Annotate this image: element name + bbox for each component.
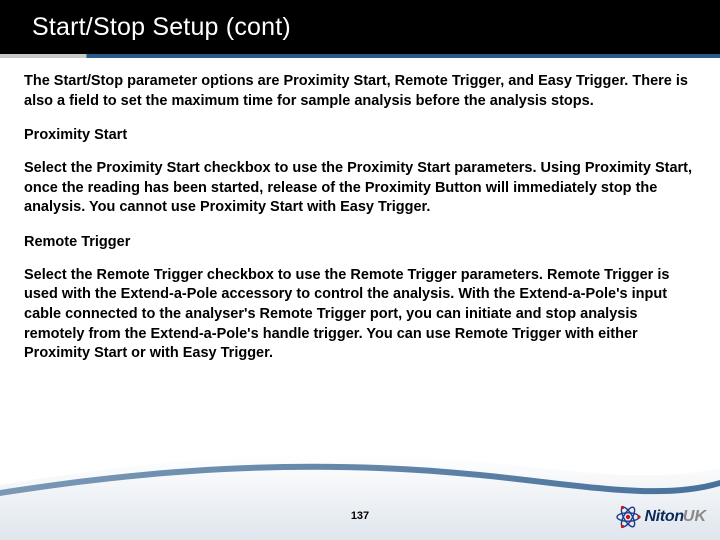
atom-icon — [615, 504, 641, 530]
content-area: The Start/Stop parameter options are Pro… — [24, 72, 700, 380]
logo-text: NitonUK — [645, 508, 707, 526]
brand-logo: NitonUK — [615, 504, 707, 530]
title-bar: Start/Stop Setup (cont) — [0, 0, 720, 54]
slide: Start/Stop Setup (cont) The Start/Stop p… — [0, 0, 720, 540]
logo-suffix: UK — [683, 508, 706, 525]
section-heading-remote: Remote Trigger — [24, 234, 700, 250]
footer-swoosh — [0, 430, 720, 540]
intro-paragraph: The Start/Stop parameter options are Pro… — [24, 72, 700, 111]
logo-main: Niton — [645, 508, 684, 525]
section-body-proximity: Select the Proximity Start checkbox to u… — [24, 159, 700, 218]
page-number: 137 — [0, 510, 720, 522]
section-heading-proximity: Proximity Start — [24, 127, 700, 143]
accent-line — [0, 54, 720, 58]
section-body-remote: Select the Remote Trigger checkbox to us… — [24, 266, 700, 364]
slide-title: Start/Stop Setup (cont) — [32, 13, 291, 42]
